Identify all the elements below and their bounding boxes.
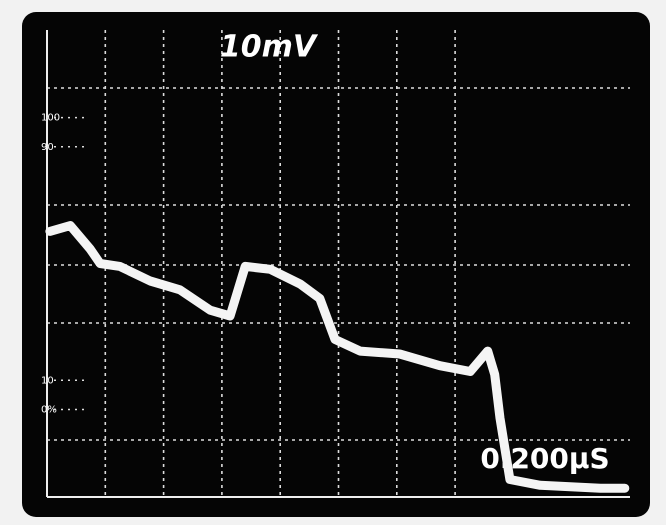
volts-per-div: 10mV	[220, 30, 319, 65]
trace	[45, 221, 630, 493]
y-tick-label: 100	[41, 113, 60, 124]
time-per-div: 0.200μS	[480, 442, 609, 475]
